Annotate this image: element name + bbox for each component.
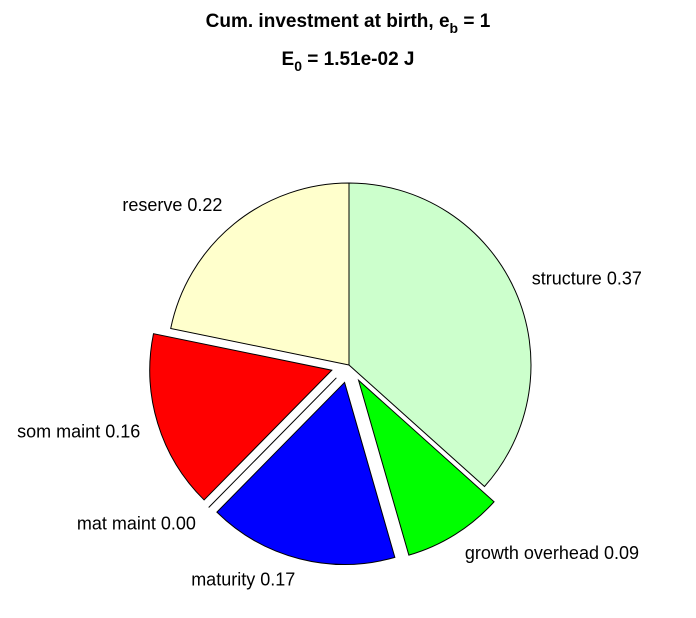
title-subscript: b	[450, 20, 459, 36]
slice-label: growth overhead 0.09	[465, 543, 639, 563]
slice-value: 0.17	[260, 569, 295, 589]
chart-subtitle: E0 = 1.51e-02 J	[282, 49, 415, 74]
pie-slice	[170, 182, 350, 366]
subtitle-subscript: 0	[294, 58, 302, 74]
pie-slice	[357, 378, 495, 556]
slice-label: reserve 0.22	[122, 195, 222, 215]
slice-name: maturity	[191, 569, 255, 589]
slice-value: 0.37	[607, 268, 642, 288]
slice-label: maturity 0.17	[191, 569, 295, 589]
pie-slice	[208, 377, 337, 508]
slice-label: som maint 0.16	[17, 421, 140, 441]
slice-name: mat maint	[77, 513, 156, 533]
slice-name: structure	[532, 268, 602, 288]
pie-slice	[216, 381, 396, 565]
slice-name: reserve	[122, 195, 182, 215]
title-text: Cum. investment at birth, e	[206, 11, 450, 32]
pie-slice	[149, 333, 333, 501]
slice-name: growth overhead	[465, 543, 599, 563]
slice-value: 0.16	[105, 421, 140, 441]
pie-slice	[348, 182, 532, 488]
chart-title: Cum. investment at birth, eb = 1	[206, 11, 491, 36]
slice-label: structure 0.37	[532, 268, 642, 288]
slice-value: 0.00	[161, 513, 196, 533]
slice-label: mat maint 0.00	[77, 513, 196, 533]
slice-value: 0.09	[604, 543, 639, 563]
subtitle-text: E	[282, 49, 295, 70]
slice-name: som maint	[17, 421, 100, 441]
slice-value: 0.22	[187, 195, 222, 215]
subtitle-text: = 1.51e-02 J	[302, 49, 415, 70]
title-text: = 1	[458, 11, 491, 32]
